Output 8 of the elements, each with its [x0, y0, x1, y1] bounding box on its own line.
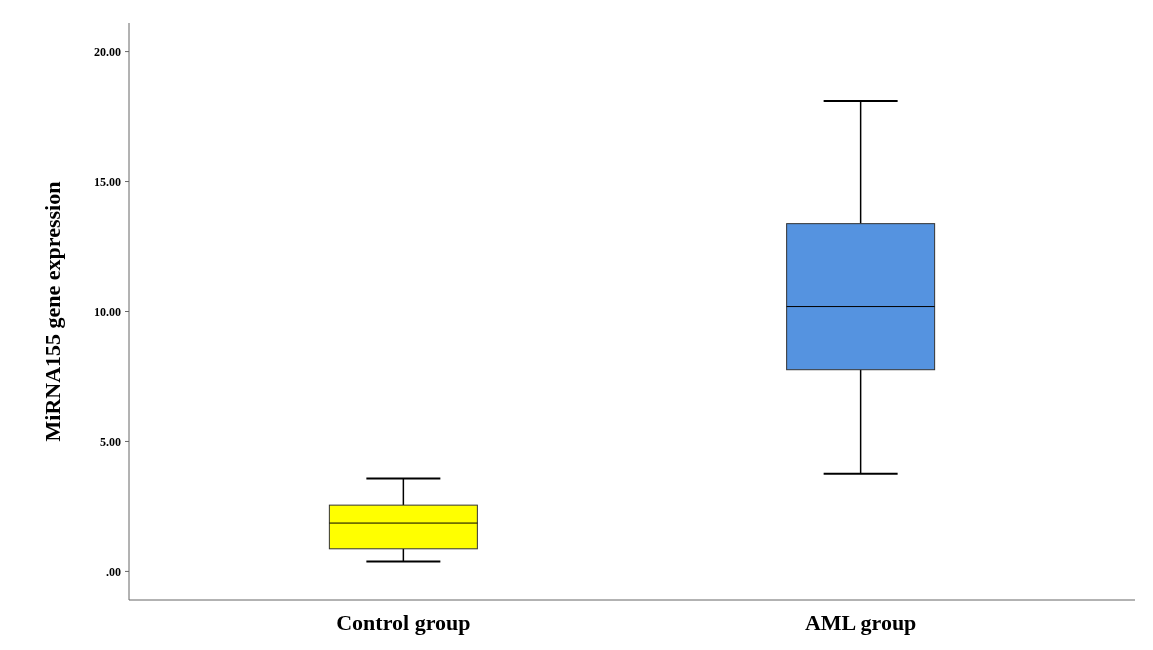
y-tick-label: 10.00	[94, 304, 121, 319]
y-tick-label: 15.00	[94, 174, 121, 189]
y-tick-label: 20.00	[94, 44, 121, 59]
y-axis-title: MiRNA155 gene expression	[40, 181, 65, 442]
x-tick-label: AML group	[804, 610, 917, 635]
x-tick-label: Control group	[336, 610, 471, 635]
y-tick-label: .00	[106, 564, 121, 579]
y-tick-label: 5.00	[100, 434, 121, 449]
